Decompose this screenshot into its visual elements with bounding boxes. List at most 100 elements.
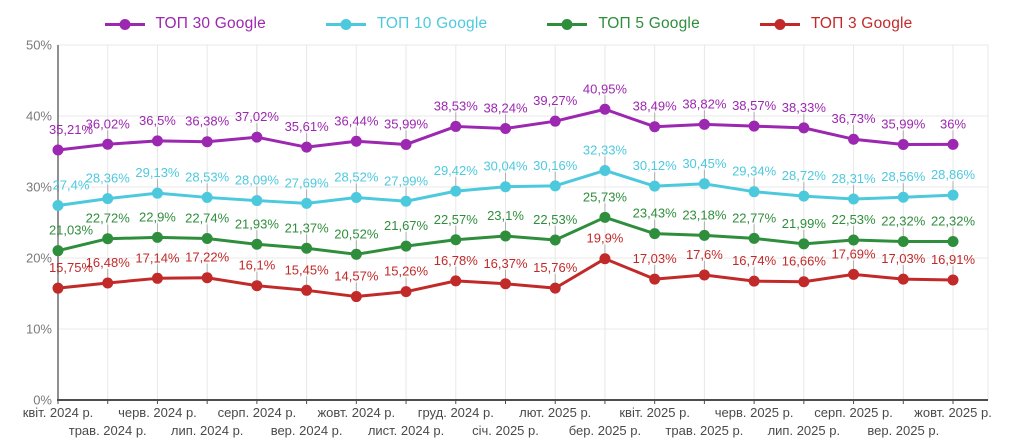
data-point[interactable] — [251, 238, 263, 250]
data-point[interactable] — [798, 190, 810, 202]
data-point[interactable] — [500, 181, 511, 193]
data-point[interactable] — [649, 121, 661, 133]
data-point[interactable] — [549, 115, 561, 127]
y-tick-label: 40% — [26, 109, 52, 124]
data-point[interactable] — [748, 275, 760, 287]
value-label: 21,37% — [285, 220, 330, 235]
data-point[interactable] — [798, 122, 810, 134]
data-point[interactable] — [649, 180, 661, 192]
x-tick-label: жовт. 2024 р. — [317, 405, 395, 420]
data-point[interactable] — [500, 122, 511, 134]
data-point[interactable] — [848, 133, 860, 145]
data-point[interactable] — [947, 138, 959, 150]
data-point[interactable] — [450, 185, 462, 197]
data-point[interactable] — [350, 192, 362, 204]
data-point[interactable] — [201, 136, 213, 148]
data-point[interactable] — [748, 120, 760, 132]
value-label: 28,52% — [334, 170, 379, 185]
data-point[interactable] — [549, 234, 561, 246]
x-tick-label: вер. 2025 р. — [867, 423, 939, 438]
data-point[interactable] — [350, 248, 362, 260]
value-label: 17,03% — [881, 251, 926, 266]
data-point[interactable] — [599, 103, 611, 115]
data-point[interactable] — [599, 164, 611, 176]
data-point[interactable] — [897, 191, 909, 203]
data-point[interactable] — [748, 186, 760, 198]
data-point[interactable] — [400, 195, 412, 207]
legend-item-0[interactable]: ТОП 30 Google — [103, 15, 266, 33]
value-label: 22,74% — [185, 211, 230, 226]
data-point[interactable] — [350, 291, 362, 303]
value-label: 17,6% — [686, 247, 723, 262]
data-point[interactable] — [251, 195, 263, 207]
legend-item-label: ТОП 10 Google — [376, 15, 488, 32]
value-label: 36,44% — [334, 113, 379, 128]
data-point[interactable] — [848, 268, 860, 280]
data-point[interactable] — [450, 234, 462, 246]
data-point[interactable] — [301, 242, 313, 254]
data-point[interactable] — [151, 272, 163, 284]
data-point[interactable] — [52, 282, 64, 294]
data-point[interactable] — [102, 233, 114, 245]
data-point[interactable] — [748, 232, 760, 244]
data-point[interactable] — [102, 138, 114, 150]
data-point[interactable] — [897, 138, 909, 150]
data-point[interactable] — [400, 286, 412, 298]
x-tick-label: черв. 2024 р. — [118, 405, 197, 420]
data-point[interactable] — [251, 280, 263, 292]
data-point[interactable] — [599, 253, 611, 265]
data-point[interactable] — [649, 273, 661, 285]
data-point[interactable] — [897, 273, 909, 285]
data-point[interactable] — [549, 282, 561, 294]
data-point[interactable] — [798, 276, 810, 288]
data-point[interactable] — [350, 135, 362, 147]
data-point[interactable] — [102, 193, 114, 205]
data-point[interactable] — [52, 144, 64, 156]
data-point[interactable] — [500, 278, 511, 290]
data-point[interactable] — [848, 234, 860, 246]
value-label: 23,1% — [487, 208, 524, 223]
data-point[interactable] — [201, 272, 213, 284]
data-point[interactable] — [151, 135, 163, 147]
value-label: 14,57% — [334, 269, 379, 284]
data-point[interactable] — [698, 178, 710, 190]
data-point[interactable] — [698, 118, 710, 130]
value-label: 27,69% — [285, 175, 330, 190]
legend-item-2[interactable]: ТОП 5 Google — [545, 15, 700, 33]
data-point[interactable] — [450, 275, 462, 287]
data-point[interactable] — [400, 138, 412, 150]
data-point[interactable] — [947, 236, 959, 248]
data-point[interactable] — [52, 245, 64, 257]
data-point[interactable] — [698, 269, 710, 281]
data-point[interactable] — [599, 211, 611, 223]
data-point[interactable] — [549, 180, 561, 192]
data-point[interactable] — [301, 141, 313, 153]
value-label: 28,36% — [86, 171, 131, 186]
data-point[interactable] — [251, 131, 263, 143]
data-point[interactable] — [450, 120, 462, 132]
data-point[interactable] — [897, 236, 909, 248]
data-point[interactable] — [201, 191, 213, 203]
value-label: 27,99% — [384, 173, 429, 188]
data-point[interactable] — [102, 277, 114, 289]
data-point[interactable] — [947, 274, 959, 286]
value-label: 15,75% — [49, 260, 94, 275]
data-point[interactable] — [201, 233, 213, 245]
data-point[interactable] — [500, 230, 511, 242]
data-point[interactable] — [151, 187, 163, 199]
data-point[interactable] — [947, 189, 959, 201]
legend-item-1[interactable]: ТОП 10 Google — [324, 15, 487, 33]
data-point[interactable] — [649, 228, 661, 240]
data-point[interactable] — [848, 193, 860, 205]
series-2: 21,03%22,72% 22,9% 22,74% 21,93% 21,37% 20,52… — [49, 189, 975, 260]
data-point[interactable] — [52, 199, 64, 211]
value-label: 17,69% — [832, 246, 877, 261]
data-point[interactable] — [151, 231, 163, 243]
data-point[interactable] — [301, 284, 313, 296]
data-point[interactable] — [798, 238, 810, 250]
legend-item-3[interactable]: ТОП 3 Google — [758, 15, 913, 33]
data-point[interactable] — [301, 197, 313, 209]
data-point[interactable] — [698, 229, 710, 241]
data-point[interactable] — [400, 240, 412, 252]
value-label: 30,45% — [682, 156, 727, 171]
